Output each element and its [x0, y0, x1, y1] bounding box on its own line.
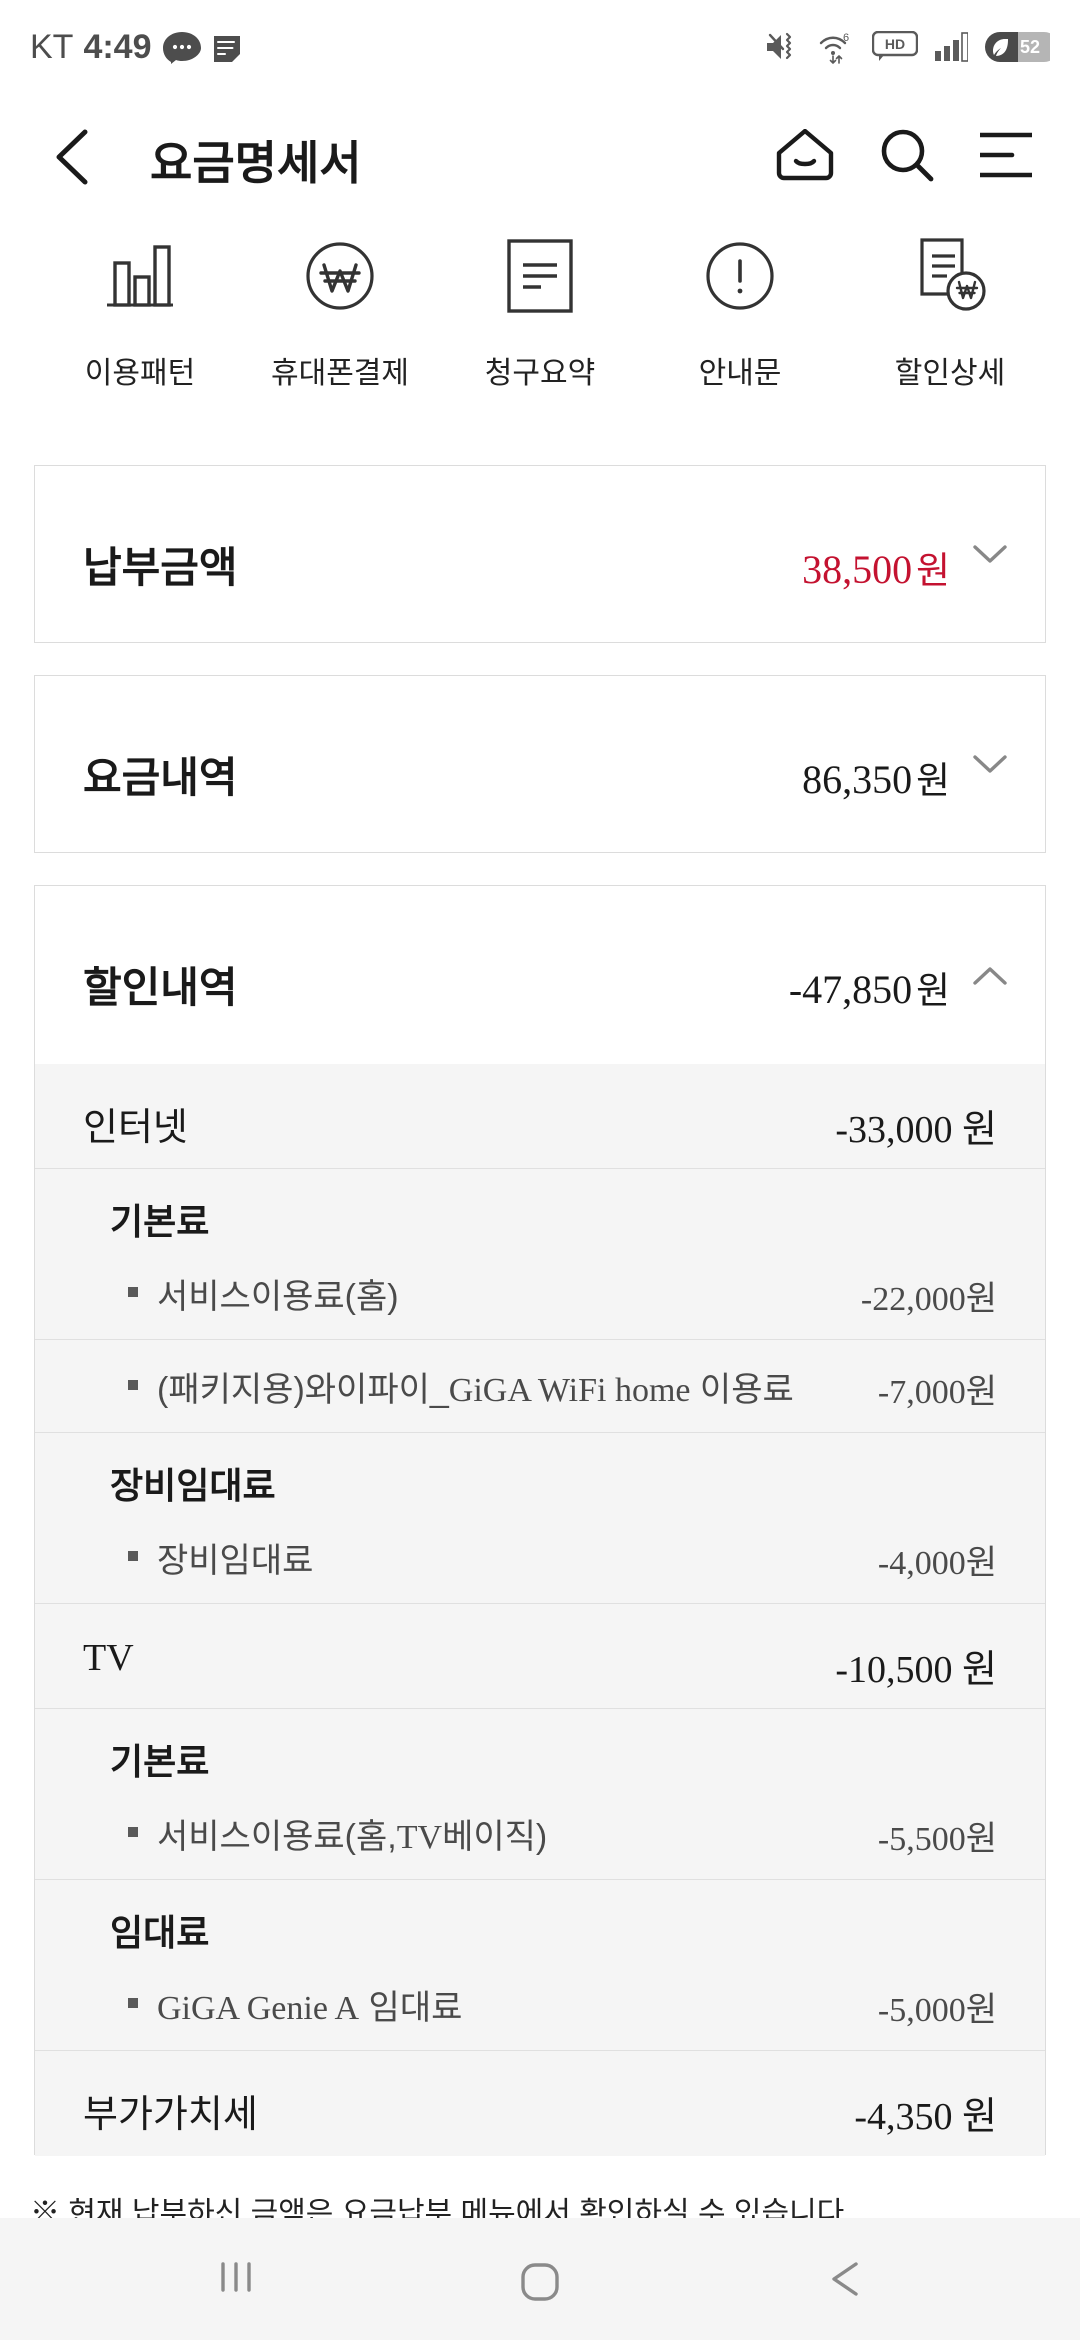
- svg-text:HD: HD: [885, 36, 905, 52]
- svg-text:52: 52: [1020, 37, 1040, 57]
- svg-text:6: 6: [843, 32, 849, 44]
